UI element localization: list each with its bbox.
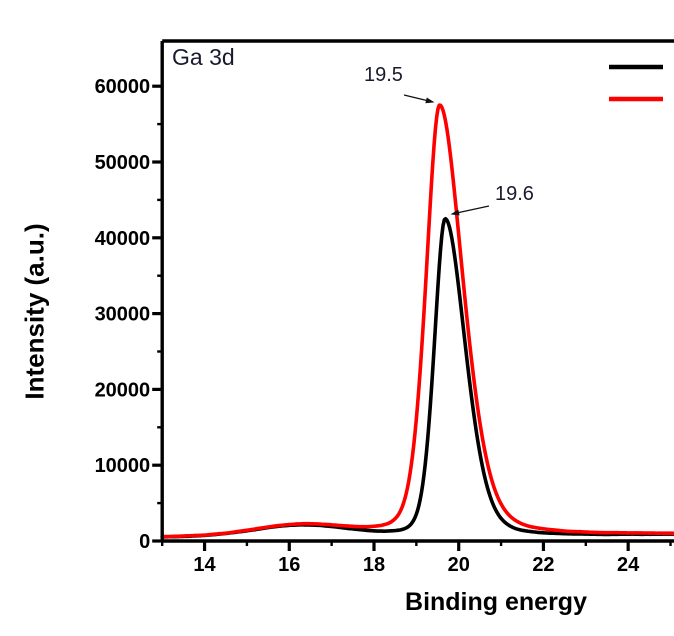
svg-text:10000: 10000 bbox=[95, 455, 151, 477]
svg-text:16: 16 bbox=[278, 554, 300, 576]
svg-text:60000: 60000 bbox=[95, 76, 151, 98]
svg-text:22: 22 bbox=[532, 554, 554, 576]
svg-text:50000: 50000 bbox=[95, 152, 151, 174]
svg-text:30000: 30000 bbox=[95, 304, 151, 326]
svg-text:0: 0 bbox=[139, 531, 150, 553]
svg-text:14: 14 bbox=[193, 554, 216, 576]
svg-text:18: 18 bbox=[363, 554, 385, 576]
svg-text:40000: 40000 bbox=[95, 228, 151, 250]
svg-text:20: 20 bbox=[448, 554, 470, 576]
svg-text:24: 24 bbox=[617, 554, 640, 576]
svg-text:20000: 20000 bbox=[95, 379, 151, 401]
